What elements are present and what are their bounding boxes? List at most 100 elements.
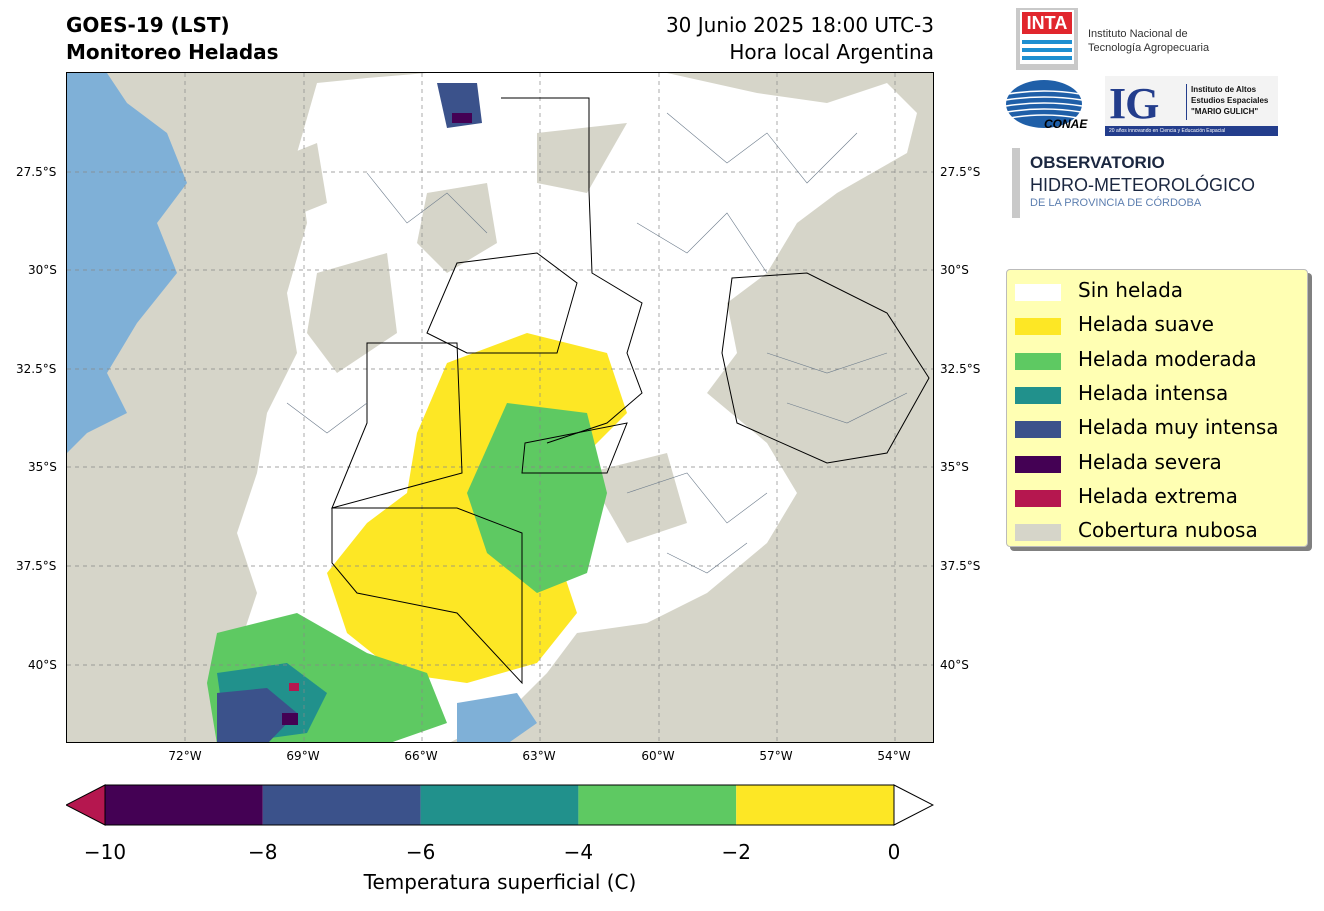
colorbar-segment — [420, 785, 579, 825]
colorbar-tick-label: −8 — [248, 840, 278, 864]
colorbar-tick-label: −2 — [721, 840, 751, 864]
lat-label-right: 37.5°S — [940, 559, 981, 573]
legend-item: Helada muy intensa — [1015, 412, 1305, 442]
legend-item: Helada severa — [1015, 447, 1305, 477]
lat-label: 35°S — [28, 460, 57, 474]
frost-extrema — [289, 683, 299, 691]
lon-label: 66°W — [404, 749, 438, 763]
colorbar-segment — [262, 785, 421, 825]
legend-label: Cobertura nubosa — [1078, 518, 1258, 543]
colorbar-label: Temperatura superficial (C) — [363, 870, 637, 894]
lat-label-right: 30°S — [940, 263, 969, 277]
colorbar-frame — [104, 784, 895, 826]
title-line-1: GOES-19 (LST) — [66, 13, 230, 37]
map-title: GOES-19 (LST) Monitoreo Heladas — [66, 12, 279, 66]
legend-swatch — [1015, 318, 1061, 336]
legend-item: Cobertura nubosa — [1015, 515, 1305, 545]
conae-label: CONAE — [1044, 117, 1088, 131]
frost-severa — [282, 713, 298, 725]
lon-label: 57°W — [759, 749, 793, 763]
cloud-patch — [587, 453, 687, 543]
legend-swatch — [1015, 421, 1061, 439]
legend-label: Helada intensa — [1078, 380, 1229, 405]
map-canvas — [67, 73, 933, 742]
colorbar-tick-label: 0 — [887, 840, 901, 864]
province-boundaries — [331, 97, 930, 685]
cloud-patch — [537, 123, 627, 193]
lat-label-right: 27.5°S — [940, 165, 981, 179]
legend-item: Helada extrema — [1015, 481, 1305, 511]
legend-swatch — [1015, 524, 1061, 542]
ig-mark: IG — [1109, 79, 1159, 128]
map-date: 30 Junio 2025 18:00 UTC-3 Hora local Arg… — [666, 12, 934, 66]
lat-label: 37.5°S — [16, 559, 57, 573]
legend-label: Sin helada — [1078, 278, 1184, 302]
legend: Sin helada Helada suave Helada moderada Hel… — [1006, 269, 1308, 547]
lon-label: 60°W — [641, 749, 675, 763]
obs-line-1: OBSERVATORIO — [1030, 153, 1165, 172]
cloud-patch — [877, 313, 933, 383]
department-boundaries — [286, 112, 908, 574]
frost-moderada — [467, 403, 607, 593]
ig-name: Instituto de Altos Estudios Espaciales "… — [1191, 84, 1268, 117]
obs-line-3: DE LA PROVINCIA DE CÓRDOBA — [1030, 197, 1202, 209]
legend-label: Helada severa — [1078, 449, 1222, 474]
legend-label: Helada muy intensa — [1078, 415, 1279, 440]
colorbar-tick-label: −6 — [405, 840, 436, 864]
pacific-water — [67, 73, 187, 453]
colorbar-tick-label: −4 — [563, 840, 594, 864]
lat-label: 27.5°S — [16, 165, 57, 179]
lat-label: 30°S — [28, 263, 57, 277]
inta-logo: INTA — [1016, 8, 1078, 70]
legend-item: Helada intensa — [1015, 378, 1305, 408]
colorbar-tick-label: −10 — [83, 840, 127, 864]
lon-label: 63°W — [522, 749, 556, 763]
inta-name-line-1: Instituto Nacional de — [1088, 28, 1188, 40]
colorbar-segment — [105, 785, 263, 825]
ig-tagline: 20 años innovando en Ciencia y Educación… — [1105, 126, 1278, 136]
ig-line-3: "MARIO GULICH" — [1191, 107, 1259, 116]
legend-swatch — [1015, 455, 1061, 473]
graticule — [67, 73, 933, 742]
lon-label: 69°W — [286, 749, 320, 763]
legend-item: Helada suave — [1015, 309, 1305, 339]
lat-label-right: 32.5°S — [940, 362, 981, 376]
legend-label: Helada suave — [1078, 312, 1214, 337]
colorbar — [66, 784, 934, 826]
legend-swatch — [1015, 386, 1061, 404]
date-line-2: Hora local Argentina — [729, 40, 934, 64]
legend-swatch — [1015, 489, 1061, 507]
cloud-patch — [417, 183, 497, 273]
lon-label: 72°W — [168, 749, 202, 763]
ig-line-2: Estudios Espaciales — [1191, 96, 1269, 105]
lat-label: 40°S — [28, 658, 57, 672]
obs-line-2: HIDRO-METEOROLÓGICO — [1030, 175, 1256, 195]
cloud-patch — [267, 143, 327, 223]
legend-swatch — [1015, 284, 1061, 301]
inta-mark: INTA — [1022, 12, 1072, 34]
legend-label: Helada moderada — [1078, 346, 1257, 371]
legend-item: Sin helada — [1015, 275, 1305, 305]
inta-name-line-2: Tecnología Agropecuaria — [1088, 42, 1210, 54]
ig-line-1: Instituto de Altos — [1191, 85, 1257, 94]
date-line-1: 30 Junio 2025 18:00 UTC-3 — [665, 13, 934, 37]
colorbar-over-arrow — [893, 784, 934, 826]
frost-severa — [452, 113, 472, 123]
conae-logo — [1005, 80, 1083, 128]
title-line-2: Monitoreo Heladas — [66, 40, 279, 64]
legend-label: Helada extrema — [1078, 483, 1238, 508]
lon-label: 54°W — [877, 749, 911, 763]
legend-item: Helada moderada — [1015, 344, 1305, 374]
inta-name: Instituto Nacional de Tecnología Agropec… — [1088, 27, 1209, 55]
colorbar-segment — [578, 785, 737, 825]
frost-map — [66, 72, 934, 743]
frost-muy-intensa — [217, 688, 297, 742]
lat-label: 32.5°S — [16, 362, 57, 376]
ig-logo: IG Instituto de Altos Estudios Espaciale… — [1105, 76, 1278, 136]
colorbar-segment — [736, 785, 894, 825]
atlantic-water — [457, 693, 537, 742]
lat-label-right: 40°S — [940, 658, 969, 672]
colorbar-under-arrow — [66, 784, 106, 826]
legend-swatch — [1015, 352, 1061, 370]
lat-label-right: 35°S — [940, 460, 969, 474]
